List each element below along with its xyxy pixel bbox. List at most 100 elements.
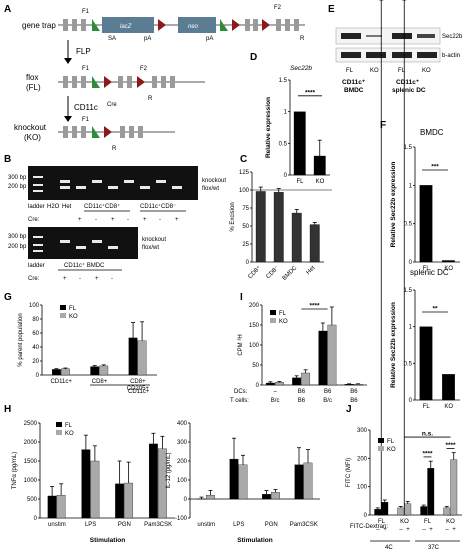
loxp-site: [137, 76, 145, 88]
exon: [245, 19, 250, 31]
y-tick-label: 100: [29, 303, 40, 309]
panel-label-c: C: [240, 154, 247, 165]
x-tick-label: BMDC: [282, 265, 299, 282]
bactin-label: b-actin: [442, 53, 460, 59]
cre-value: -: [159, 217, 161, 223]
x-tick-label: CD11c+: [50, 379, 72, 385]
x-tick-label: KO: [400, 519, 409, 525]
sa-label: SA: [108, 36, 116, 42]
legend-label-ko: KO: [69, 314, 78, 320]
panel-label-f: F: [380, 120, 386, 131]
y-tick-label: 0: [34, 516, 38, 522]
x-tick-label: FL: [378, 519, 386, 525]
exon: [81, 76, 86, 88]
significance-label: n.s.: [422, 431, 433, 438]
bar: [273, 192, 284, 263]
dc-value: B6: [350, 389, 358, 395]
y-tick-label: 200: [249, 303, 260, 309]
legend-swatch-fl: [60, 305, 66, 310]
x-tick-label: CD205+: [127, 386, 150, 392]
y-tick-label: 2000: [24, 440, 38, 446]
blot-group-label: splenic DC: [392, 87, 426, 94]
gel-band: [92, 240, 102, 243]
bar: [47, 495, 57, 519]
flox-wt-band-label: flox/wt: [202, 186, 219, 192]
exon: [63, 126, 68, 138]
exon: [81, 19, 86, 31]
y-axis-label: % Excision: [230, 202, 236, 231]
arrow-head: [64, 58, 72, 64]
row-label-gene-trap: gene trap: [22, 21, 56, 30]
exon: [138, 126, 143, 138]
arrow-head: [64, 116, 72, 122]
panel-label-d: D: [250, 52, 257, 63]
blot-band: [366, 52, 386, 58]
group-cd8neg-label: CD11c⁺CD8⁻: [140, 203, 176, 210]
cre-value: +: [111, 217, 115, 223]
significance-label: ****: [422, 450, 433, 457]
exon: [63, 76, 68, 88]
bar: [397, 507, 405, 516]
x-tick-label: LPS: [233, 522, 244, 528]
row-label-ko: (KO): [24, 133, 41, 142]
bar: [327, 324, 337, 386]
panel-label-a: A: [4, 4, 11, 15]
fitc-plus: +: [429, 527, 433, 533]
y-tick-label: 200: [357, 456, 368, 462]
gel-band: [156, 180, 166, 183]
bp-200-label: 200 bp: [8, 244, 27, 250]
y-tick-label: 1000: [24, 478, 38, 484]
y-tick-label: 500: [27, 497, 38, 503]
cre-value: +: [95, 276, 99, 282]
panel-b-gel-top: [28, 166, 198, 200]
bar: [427, 468, 435, 516]
significance-label: **: [432, 306, 438, 313]
row-label-fl: (FL): [26, 83, 41, 92]
bar: [404, 503, 412, 516]
exon: [170, 76, 175, 88]
exon: [120, 126, 125, 138]
panel-f-spdc-title: splenic DC: [410, 268, 449, 277]
y-tick-label: 0: [256, 383, 260, 389]
gel-band: [33, 244, 43, 246]
gel-band: [108, 246, 118, 249]
row-label-flox: flox: [26, 73, 38, 82]
x-tick-label: CD8⁺: [247, 264, 263, 280]
x-tick-label: PGN: [265, 522, 278, 528]
bar: [90, 366, 100, 376]
gel-band: [33, 250, 43, 252]
dc-value: B6: [298, 389, 306, 395]
significance-label: ***: [431, 164, 439, 171]
bar: [442, 260, 455, 263]
y-axis-label: CPM ³H: [238, 334, 244, 355]
y-tick-label: 2500: [24, 421, 38, 427]
loxp-site: [158, 19, 166, 31]
cre-value: -: [111, 276, 113, 282]
x-tick-label: PGN: [118, 522, 131, 528]
legend-swatch-ko: [378, 446, 384, 451]
bar: [52, 369, 61, 376]
cre-row-label: Cre:: [28, 217, 40, 223]
panel-label-b: B: [4, 154, 11, 165]
bar: [419, 326, 433, 401]
gel-band: [60, 186, 70, 189]
y-tick-label: 0: [409, 260, 413, 266]
bar: [294, 464, 304, 500]
x-axis-label: Stimulation: [90, 537, 125, 544]
cre-value: +: [78, 217, 82, 223]
x-tick-label: CD8+: [130, 379, 146, 385]
bar: [206, 495, 215, 500]
neo-cassette: [178, 17, 216, 33]
y-tick-label: 400: [177, 421, 188, 427]
x-tick-label: Pam3CSK: [290, 522, 318, 528]
knockout-band-label: knockout: [142, 237, 166, 243]
primer-r-label: R: [112, 146, 117, 152]
frt-site: [92, 19, 100, 31]
cre-value: -: [95, 217, 97, 223]
bar: [301, 372, 311, 386]
gel-band: [140, 186, 150, 189]
bar: [115, 483, 125, 519]
x-tick-label: FL: [424, 519, 432, 525]
flox-wt-band-label: flox/wt: [142, 245, 159, 251]
panel-e-western-blot: [335, 27, 441, 63]
